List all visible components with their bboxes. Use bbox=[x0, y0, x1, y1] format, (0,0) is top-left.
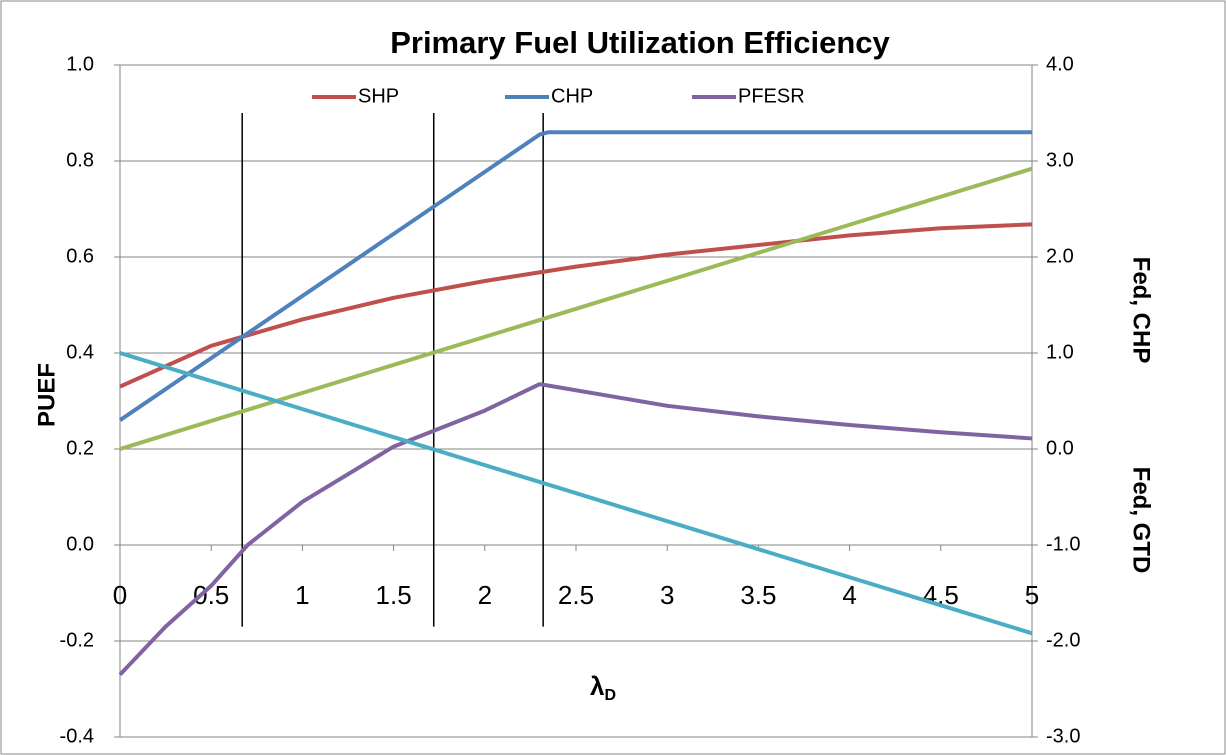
x-axis-label-sub: D bbox=[604, 687, 616, 704]
y-tick-label: 0.2 bbox=[66, 437, 94, 459]
y-tick-label: 1.0 bbox=[66, 53, 94, 75]
y-tick-label: -0.2 bbox=[60, 629, 94, 651]
y2-tick-label: -2.0 bbox=[1046, 629, 1080, 651]
y2-tick-label: 4.0 bbox=[1046, 53, 1074, 75]
y-tick-label: -0.4 bbox=[60, 725, 94, 747]
chart-title: Primary Fuel Utilization Efficiency bbox=[390, 25, 890, 60]
x-tick-label: 3 bbox=[660, 580, 674, 610]
series-line bbox=[118, 382, 1033, 676]
y2-axis-label: Fed, GTD bbox=[1128, 467, 1155, 574]
y-axis-label: PUEF bbox=[33, 363, 60, 427]
x-tick-label: 1.5 bbox=[376, 580, 412, 610]
series-line bbox=[119, 222, 1033, 389]
y-tick-label: 0.4 bbox=[66, 341, 94, 363]
legend-label: SHP bbox=[358, 85, 399, 107]
x-axis-label: λD bbox=[590, 671, 616, 704]
series-line bbox=[119, 351, 1033, 636]
y2-axis-label: Fed, CHP bbox=[1128, 257, 1155, 364]
x-tick-label: 2.5 bbox=[558, 580, 594, 610]
x-tick-label: 2 bbox=[478, 580, 492, 610]
x-tick-label: 3.5 bbox=[740, 580, 776, 610]
legend-label: CHP bbox=[551, 85, 593, 107]
y2-tick-label: -3.0 bbox=[1046, 725, 1080, 747]
y2-tick-label: -1.0 bbox=[1046, 533, 1080, 555]
series-line bbox=[119, 166, 1033, 451]
y-tick-label: 0.0 bbox=[66, 533, 94, 555]
x-tick-label: 0 bbox=[113, 580, 127, 610]
x-tick-label: 5 bbox=[1025, 580, 1039, 610]
x-tick-label: 4 bbox=[842, 580, 856, 610]
series-line bbox=[118, 130, 1032, 422]
y2-tick-label: 0.0 bbox=[1046, 437, 1074, 459]
x-axis-label-main: λ bbox=[590, 671, 605, 701]
y2-tick-label: 1.0 bbox=[1046, 341, 1074, 363]
x-tick-label: 1 bbox=[295, 580, 309, 610]
y2-tick-label: 2.0 bbox=[1046, 245, 1074, 267]
y-tick-label: 0.6 bbox=[66, 245, 94, 267]
y2-tick-label: 3.0 bbox=[1046, 149, 1074, 171]
legend-label: PFESR bbox=[738, 85, 805, 107]
y-tick-label: 0.8 bbox=[66, 149, 94, 171]
